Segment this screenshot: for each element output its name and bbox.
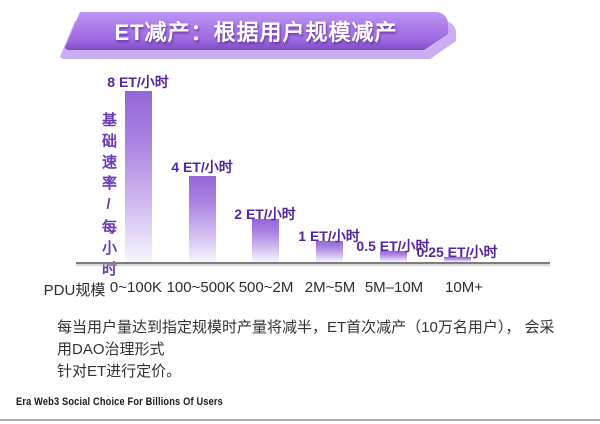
x-axis-tick-label: 500~2M	[238, 279, 294, 296]
x-axis-tick-label: 100~500K	[166, 279, 236, 296]
bar-0~100K	[124, 91, 152, 262]
description: 每当用户量达到指定规模时产量将减半，ET首次减产（10万名用户）， 会采用DAO…	[57, 317, 557, 383]
bar-value-label: 2 ET/小时	[234, 206, 296, 222]
bar-value-label: 8 ET/小时	[107, 74, 169, 90]
description-line-2: 针对ET进行定价。	[57, 363, 182, 380]
bottom-divider	[0, 419, 600, 421]
x-axis-tick-label: 5M–10M	[364, 279, 424, 296]
x-axis-title: PDU规模	[43, 282, 106, 299]
bar-500~2M	[251, 219, 279, 262]
x-axis-line	[76, 262, 550, 264]
bar-2M~5M	[315, 241, 343, 262]
description-line-1: 每当用户量达到指定规模时产量将减半，ET首次减产（10万名用户）， 会采用DAO…	[57, 319, 555, 358]
bar-value-label: 0.5 ET/小时	[356, 238, 430, 254]
bar-value-label: 1 ET/小时	[298, 228, 360, 244]
bar-5M–10M	[379, 251, 407, 262]
bar-value-label: 0.25 ET/小时	[416, 244, 498, 260]
bar-value-label: 4 ET/小时	[171, 159, 233, 175]
title-banner: ET减产：根据用户规模减产	[64, 12, 448, 50]
x-axis-tick-label: 10M+	[445, 279, 483, 296]
y-axis-label: 基础速率/每小时	[100, 112, 117, 282]
bar-10M+	[443, 257, 471, 262]
footer-slogan: Era Web3 Social Choice For Billions Of U…	[16, 396, 223, 408]
bar-100~500K	[188, 176, 216, 262]
x-axis-tick-label: 0~100K	[109, 279, 163, 296]
x-axis-labels: PDU规模 0~100K 100~500K 500~2M 2M~5M 5M–10M 10M+	[0, 279, 600, 299]
page-title: ET减产：根据用户规模减产	[114, 20, 398, 45]
x-axis-tick-label: 2M~5M	[304, 279, 356, 296]
banner-ribbon: ET减产：根据用户规模减产	[64, 12, 448, 50]
